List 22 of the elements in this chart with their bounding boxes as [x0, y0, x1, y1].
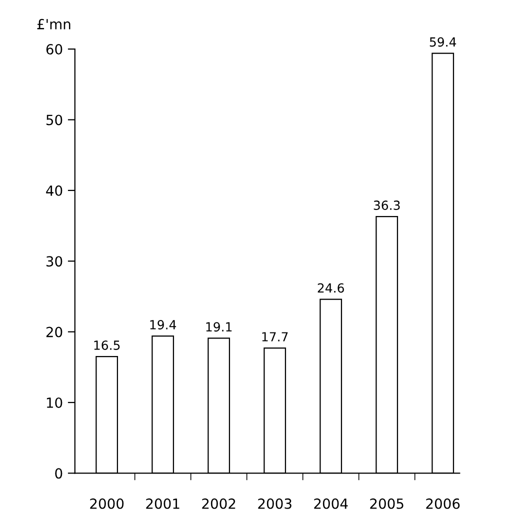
y-tick-label: 50 — [46, 114, 62, 126]
x-tick-label: 2004 — [314, 498, 348, 509]
y-tick-label: 20 — [46, 326, 62, 338]
y-tick-label: 10 — [46, 397, 62, 408]
x-tick-label: 2000 — [90, 498, 124, 509]
data-label: 19.4 — [150, 320, 176, 330]
y-tick-label: 0 — [55, 468, 62, 479]
y-tick-label: 60 — [46, 44, 62, 55]
x-tick-label: 2002 — [202, 498, 236, 509]
data-label: 24.6 — [318, 283, 344, 293]
data-label: 19.1 — [206, 322, 232, 332]
y-tick-label: 30 — [46, 256, 62, 267]
x-tick-label: 2005 — [370, 498, 404, 509]
y-axis-title: £'mn — [37, 18, 70, 30]
data-label: 59.4 — [430, 37, 456, 47]
x-tick-label: 2003 — [258, 498, 292, 509]
data-label: 16.5 — [94, 340, 120, 350]
data-label: 17.7 — [262, 332, 288, 342]
data-label: 36.3 — [374, 200, 400, 210]
x-tick-label: 2006 — [426, 498, 460, 509]
x-tick-label: 2001 — [146, 498, 180, 509]
y-tick-label: 40 — [46, 185, 62, 196]
